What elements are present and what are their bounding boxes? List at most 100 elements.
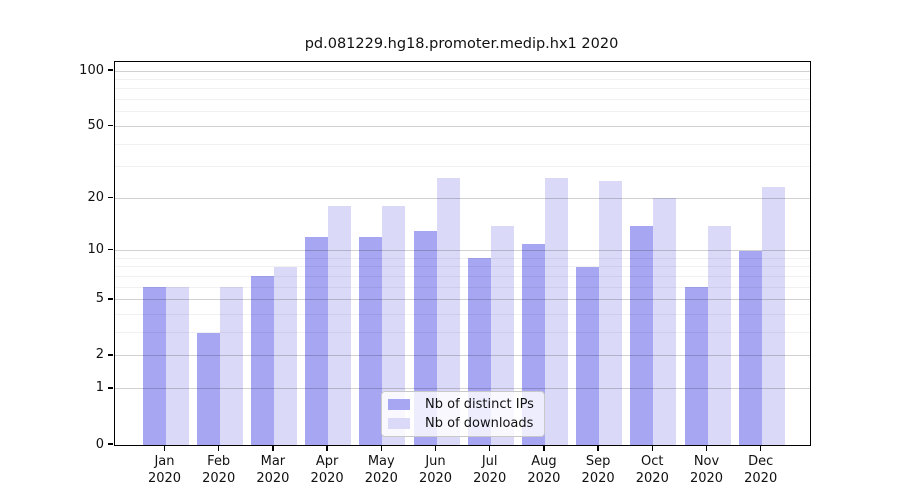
gridline-minor	[115, 275, 810, 277]
gridline-major	[115, 197, 810, 199]
bar-ips-may	[359, 237, 383, 445]
x-tick-year: 2020	[147, 471, 182, 486]
x-tick-month: Jul	[481, 453, 498, 469]
gridline-major	[115, 125, 810, 127]
gridline-major	[115, 388, 810, 390]
bar-ips-nov	[684, 287, 708, 445]
x-tick-mark	[759, 445, 762, 451]
bar-downloads-aug	[544, 177, 568, 445]
x-tick-mark	[543, 445, 545, 451]
x-tick-mark	[163, 445, 166, 451]
x-tick-label-jul: Jul 2020	[462, 453, 518, 488]
x-tick-year: 2020	[364, 471, 398, 486]
legend: Nb of distinct IPs Nb of downloads	[381, 391, 545, 437]
y-tick-label: 5	[95, 291, 104, 307]
x-tick-month: May	[367, 453, 395, 469]
x-tick-month: Jun	[425, 453, 446, 469]
y-tick-label: 100	[79, 62, 104, 78]
y-tick-mark	[107, 124, 113, 127]
x-tick-mark	[597, 445, 599, 451]
bar-ips-oct	[630, 225, 654, 445]
x-tick-month: Dec	[748, 453, 774, 469]
legend-swatch-distinct-ips	[388, 399, 410, 410]
x-tick-label-sep: Sep 2020	[570, 453, 626, 488]
bar-downloads-mar	[273, 266, 297, 445]
x-tick-mark	[651, 445, 654, 451]
x-tick-month: Apr	[315, 453, 339, 469]
x-tick-year: 2020	[473, 471, 507, 486]
y-tick-mark	[107, 443, 113, 445]
x-tick-mark	[434, 445, 437, 451]
gridline-minor	[115, 78, 810, 80]
gridline-minor	[115, 111, 810, 113]
y-tick-mark	[107, 248, 113, 251]
y-tick-mark	[107, 196, 113, 199]
gridline-major	[115, 250, 810, 252]
x-tick-mark	[380, 445, 383, 451]
gridline-minor	[115, 257, 810, 259]
x-tick-label-feb: Feb 2020	[191, 453, 247, 488]
bar-downloads-may	[382, 206, 406, 445]
y-tick-label: 1	[95, 380, 104, 396]
x-tick-month: Jan	[154, 453, 175, 469]
bar-downloads-jun	[436, 177, 460, 445]
x-tick-year: 2020	[418, 471, 453, 486]
legend-item-downloads: Nb of downloads	[388, 416, 536, 432]
y-tick-mark	[107, 298, 113, 300]
x-tick-label-apr: Apr 2020	[299, 453, 355, 488]
x-tick-year: 2020	[527, 471, 561, 486]
x-tick-label-mar: Mar 2020	[245, 453, 301, 488]
x-tick-mark	[272, 445, 274, 451]
y-tick-label: 20	[87, 189, 104, 205]
plot-area	[114, 61, 811, 446]
x-tick-mark	[705, 445, 708, 451]
x-tick-mark	[217, 445, 220, 451]
x-tick-month: Nov	[693, 453, 720, 469]
x-tick-label-jun: Jun 2020	[408, 453, 464, 488]
x-tick-year: 2020	[744, 471, 778, 486]
gridline-minor	[115, 286, 810, 288]
gridline-minor	[115, 166, 810, 168]
bar-downloads-sep	[599, 180, 623, 445]
x-tick-month: Sep	[585, 453, 611, 469]
x-tick-label-jan: Jan 2020	[137, 453, 193, 488]
bar-ips-mar	[250, 276, 274, 445]
gridline-minor	[115, 332, 810, 334]
bar-downloads-nov	[707, 225, 731, 445]
y-tick-label: 50	[87, 117, 104, 133]
legend-label-downloads: Nb of downloads	[425, 415, 534, 431]
y-tick-label: 2	[95, 347, 104, 363]
y-tick-label: 0	[95, 436, 104, 452]
x-tick-label-dec: Dec 2020	[733, 453, 789, 488]
gridline-minor	[115, 143, 810, 145]
bar-ips-feb	[196, 332, 220, 445]
legend-swatch-downloads	[388, 418, 410, 429]
x-tick-year: 2020	[256, 471, 290, 486]
x-tick-month: Oct	[641, 453, 664, 469]
bar-downloads-jan	[165, 287, 189, 445]
gridline-major	[115, 355, 810, 357]
x-tick-year: 2020	[635, 471, 669, 486]
x-tick-label-nov: Nov 2020	[679, 453, 735, 488]
x-tick-year: 2020	[202, 471, 236, 486]
chart-title: pd.081229.hg18.promoter.medip.hx1 2020	[304, 36, 619, 52]
gridline-minor	[115, 88, 810, 90]
x-tick-mark	[326, 445, 328, 451]
gridline-minor	[115, 99, 810, 101]
x-tick-label-oct: Oct 2020	[624, 453, 680, 488]
legend-item-distinct-ips: Nb of distinct IPs	[388, 397, 536, 413]
bar-downloads-feb	[219, 287, 243, 445]
x-tick-label-may: May 2020	[353, 453, 409, 488]
gridline-major	[115, 299, 810, 301]
bar-ips-jan	[142, 287, 166, 445]
y-tick-mark	[107, 387, 113, 389]
x-tick-month: Aug	[531, 453, 557, 469]
x-tick-year: 2020	[689, 471, 724, 486]
x-tick-mark	[488, 445, 491, 451]
x-tick-month: Mar	[260, 453, 286, 469]
bar-downloads-oct	[653, 198, 677, 445]
y-tick-mark	[107, 69, 113, 71]
legend-label-distinct-ips: Nb of distinct IPs	[425, 396, 534, 412]
y-tick-mark	[107, 354, 113, 356]
